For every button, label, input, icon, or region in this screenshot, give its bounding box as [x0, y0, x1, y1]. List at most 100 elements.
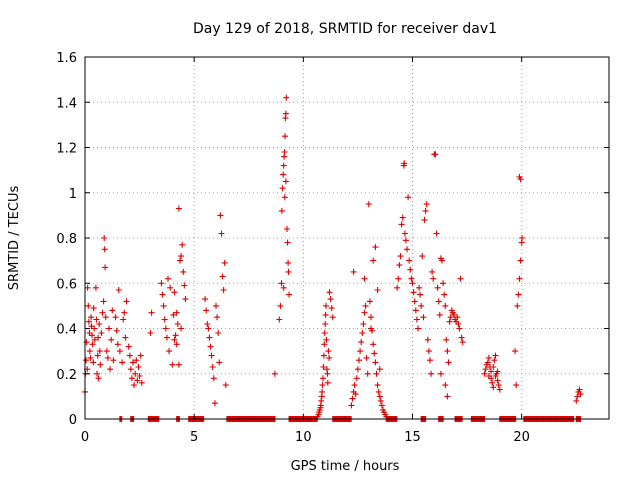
data-point [320, 375, 326, 382]
data-point [425, 348, 432, 355]
data-point [101, 246, 108, 253]
data-point [122, 334, 129, 341]
data-point [203, 307, 210, 314]
data-point [517, 257, 524, 264]
data-point [276, 316, 283, 323]
data-point [361, 275, 368, 282]
data-point [401, 230, 408, 237]
data-point [181, 282, 188, 289]
data-point [112, 314, 119, 321]
x-tick-label: 15 [404, 430, 421, 445]
data-point [116, 348, 123, 355]
data-point [166, 348, 173, 355]
data-point [109, 307, 116, 314]
plot-frame [84, 56, 610, 420]
data-point [356, 357, 362, 364]
y-tick-label: 0.6 [56, 277, 77, 292]
data-point [428, 370, 435, 377]
data-point [278, 280, 285, 287]
data-point [282, 133, 288, 140]
data-point [519, 235, 526, 241]
data-point [376, 393, 383, 400]
data-point [101, 235, 108, 241]
data-point [436, 311, 443, 318]
data-point [374, 287, 381, 293]
data-point [395, 275, 402, 282]
data-point [394, 284, 401, 291]
data-point [85, 318, 92, 325]
data-point [492, 373, 499, 379]
data-point [182, 296, 189, 303]
data-point [513, 382, 520, 389]
data-point [127, 366, 134, 373]
data-point [205, 325, 212, 332]
data-point [210, 375, 217, 382]
data-point [576, 386, 583, 393]
data-point [329, 314, 336, 321]
data-point [216, 359, 223, 366]
data-point [133, 357, 140, 364]
data-point [321, 330, 328, 336]
data-point [362, 302, 369, 309]
data-point [174, 321, 181, 327]
data-point [135, 364, 142, 370]
data-point [421, 216, 428, 223]
data-point [163, 334, 170, 341]
data-point [165, 275, 171, 282]
y-tick-label: 0 [69, 413, 77, 428]
data-point [361, 309, 368, 316]
data-point [280, 171, 287, 178]
data-point [93, 316, 100, 323]
data-point [159, 291, 166, 298]
data-point [172, 332, 179, 339]
data-point [179, 241, 186, 248]
data-point [375, 388, 382, 395]
data-point [442, 302, 449, 309]
data-point [202, 296, 209, 303]
data-point [517, 176, 524, 183]
data-point [348, 402, 355, 409]
data-point [89, 341, 96, 348]
data-point [104, 354, 111, 361]
data-point [130, 359, 136, 366]
data-point [410, 289, 417, 296]
data-point [220, 287, 227, 293]
data-point [353, 375, 360, 382]
data-point [374, 382, 381, 389]
data-point [326, 354, 333, 361]
data-point [88, 314, 95, 321]
data-point [494, 368, 501, 375]
data-point [97, 361, 104, 368]
data-point [401, 160, 408, 167]
data-point [171, 336, 178, 343]
y-tick-label: 1.4 [56, 96, 77, 111]
data-point [490, 364, 497, 370]
data-point [322, 311, 329, 318]
data-point [175, 361, 182, 368]
data-point [366, 298, 373, 305]
data-point [358, 339, 365, 346]
data-point [91, 325, 98, 332]
data-point [321, 341, 328, 348]
data-point [137, 352, 144, 359]
x-tick-label: 5 [190, 430, 198, 445]
data-point [411, 298, 418, 305]
data-point [221, 259, 228, 266]
data-point [110, 357, 117, 364]
data-point [512, 348, 519, 355]
data-point [218, 230, 225, 237]
data-point [489, 379, 496, 386]
data-point [173, 341, 180, 348]
data-point [126, 352, 133, 359]
data-point [280, 284, 287, 291]
data-point [95, 334, 102, 341]
data-point [92, 284, 99, 291]
data-point [372, 359, 379, 366]
data-point [458, 334, 465, 341]
data-point [279, 185, 286, 192]
data-point [99, 309, 106, 316]
chart-title: Day 129 of 2018, SRMTID for receiver dav… [193, 21, 497, 37]
data-point [446, 318, 453, 325]
data-point [368, 314, 374, 321]
